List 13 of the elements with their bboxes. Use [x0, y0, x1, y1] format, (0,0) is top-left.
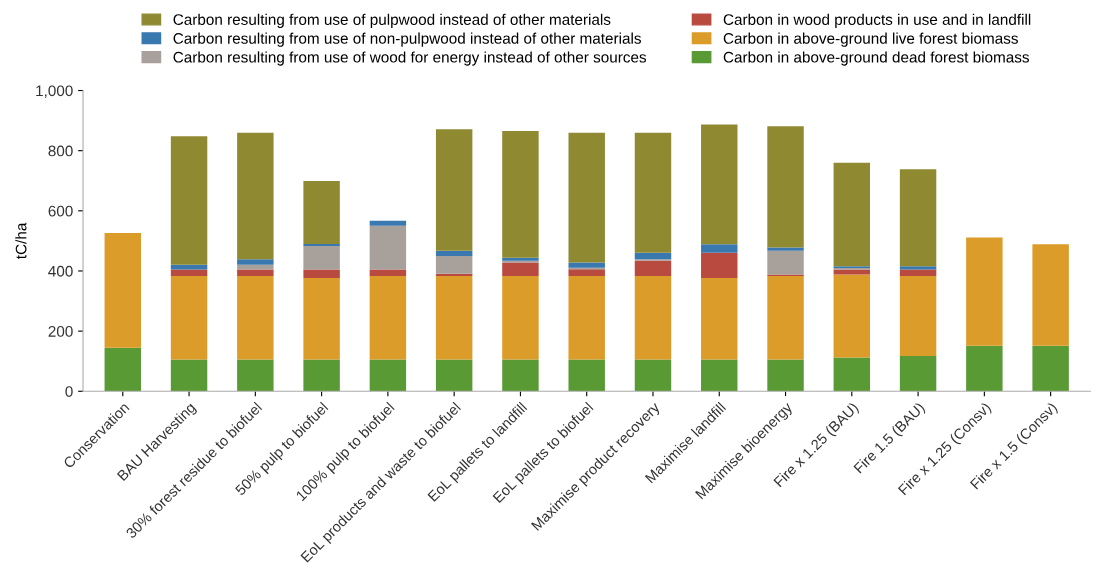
legend-label: Carbon resulting from use of pulpwood instead of other materials [173, 13, 611, 28]
legend-label: Carbon in above-ground dead forest biomass [723, 51, 1029, 66]
legend-label: Carbon resulting from use of non-pulpwood instead of other materials [173, 32, 641, 47]
y-tick-label: 1,000 [36, 85, 73, 99]
y-axis-title: tC/ha [15, 222, 27, 259]
legend-label: Carbon in wood products in use and in landfill [723, 13, 1031, 28]
y-tick-label: 600 [48, 205, 73, 217]
y-tick-label: 800 [48, 145, 73, 157]
legend-label: Carbon resulting from use of wood for energy instead of other sources [173, 51, 647, 66]
y-tick-label: 0 [65, 386, 73, 397]
legend-label: Carbon in above-ground live forest biomass [723, 32, 1018, 47]
y-tick-label: 200 [48, 326, 73, 337]
y-tick-label: 400 [48, 265, 73, 277]
